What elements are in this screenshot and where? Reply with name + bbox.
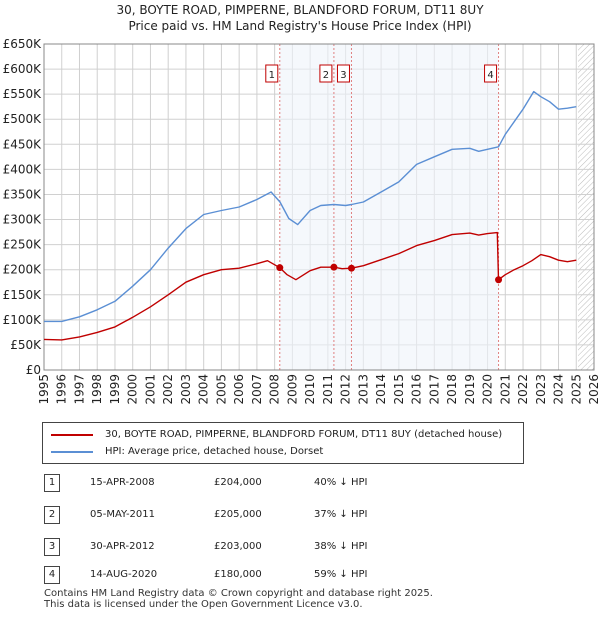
table-row: 4 14-AUG-2020 £180,000 59% ↓ HPI bbox=[44, 566, 444, 584]
y-tick-label: £600K bbox=[3, 62, 43, 76]
x-tick-label: 2014 bbox=[374, 374, 388, 405]
x-tick-label: 2005 bbox=[214, 374, 228, 405]
x-tick-label: 2007 bbox=[250, 374, 264, 405]
sale-hpi-diff: 37% ↓ HPI bbox=[314, 509, 368, 520]
sale-point bbox=[495, 276, 503, 284]
sale-marker-label: 3 bbox=[340, 70, 346, 81]
table-row: 1 15-APR-2008 £204,000 40% ↓ HPI bbox=[44, 474, 444, 492]
x-tick-label: 2017 bbox=[427, 374, 441, 405]
footer-copyright: Contains HM Land Registry data © Crown c… bbox=[44, 588, 433, 599]
x-tick-label: 2012 bbox=[339, 374, 353, 405]
sale-marker-label: 4 bbox=[487, 70, 493, 81]
sale-marker-box bbox=[265, 64, 279, 83]
sale-price: £205,000 bbox=[214, 509, 262, 520]
price-paid-line bbox=[43, 231, 577, 341]
x-tick-label: 2003 bbox=[179, 374, 193, 405]
x-tick-label: 2021 bbox=[498, 374, 512, 405]
footer: Contains HM Land Registry data © Crown c… bbox=[44, 588, 433, 610]
sale-date: 05-MAY-2011 bbox=[90, 509, 156, 520]
sale-number-badge: 1 bbox=[44, 474, 60, 492]
y-tick-label: £400K bbox=[3, 162, 43, 176]
x-tick-label: 1996 bbox=[55, 374, 69, 405]
legend: 30, BOYTE ROAD, PIMPERNE, BLANDFORD FORU… bbox=[42, 422, 524, 464]
y-tick-label: £650K bbox=[3, 37, 43, 51]
y-tick-label: £0 bbox=[26, 363, 41, 377]
sale-number-badge: 2 bbox=[44, 506, 60, 524]
sale-hpi-diff: 40% ↓ HPI bbox=[314, 477, 368, 488]
x-tick-label: 2026 bbox=[587, 374, 600, 405]
x-tick-label: 2008 bbox=[268, 374, 282, 405]
x-tick-label: 2016 bbox=[410, 374, 424, 405]
sale-number-badge: 3 bbox=[44, 538, 60, 556]
x-tick-label: 2013 bbox=[356, 374, 370, 405]
y-tick-label: £250K bbox=[3, 238, 43, 252]
footer-licence: This data is licensed under the Open Gov… bbox=[44, 599, 363, 610]
x-tick-label: 2019 bbox=[463, 374, 477, 405]
sale-marker-label: 1 bbox=[269, 70, 275, 81]
sale-hpi-diff: 38% ↓ HPI bbox=[314, 541, 368, 552]
y-tick-label: £500K bbox=[3, 112, 43, 126]
legend-swatch-price bbox=[51, 434, 93, 436]
x-tick-label: 2015 bbox=[392, 374, 406, 405]
x-tick-label: 2001 bbox=[143, 374, 157, 405]
ownership-band bbox=[279, 44, 499, 370]
sale-point bbox=[330, 263, 338, 271]
y-tick-label: £50K bbox=[10, 338, 42, 352]
sale-price: £180,000 bbox=[214, 569, 262, 580]
x-tick-label: 2025 bbox=[569, 374, 583, 405]
table-row: 2 05-MAY-2011 £205,000 37% ↓ HPI bbox=[44, 506, 444, 524]
plot-frame bbox=[43, 43, 595, 371]
x-tick-label: 2022 bbox=[516, 374, 530, 405]
sale-price: £203,000 bbox=[214, 541, 262, 552]
sale-point bbox=[276, 264, 284, 272]
y-tick-label: £100K bbox=[3, 313, 43, 327]
x-tick-label: 2002 bbox=[161, 374, 175, 405]
chart-title: 30, BOYTE ROAD, PIMPERNE, BLANDFORD FORU… bbox=[116, 3, 484, 17]
y-tick-label: £300K bbox=[3, 213, 43, 227]
x-tick-label: 2010 bbox=[303, 374, 317, 405]
x-tick-label: 2020 bbox=[481, 374, 495, 405]
price-chart: £0 £50K £100K £150K £200K £250K £300K £350K £400… bbox=[3, 37, 600, 405]
y-tick-label: £450K bbox=[3, 137, 43, 151]
y-tick-label: £150K bbox=[3, 288, 43, 302]
y-tick-label: £550K bbox=[3, 87, 43, 101]
legend-label-hpi: HPI: Average price, detached house, Dors… bbox=[105, 446, 324, 457]
table-row: 3 30-APR-2012 £203,000 38% ↓ HPI bbox=[44, 538, 444, 556]
x-tick-label: 2009 bbox=[285, 374, 299, 405]
sale-marker-box bbox=[484, 64, 498, 83]
x-tick-label: 1997 bbox=[72, 374, 86, 405]
sale-number-badge: 4 bbox=[44, 566, 60, 584]
x-tick-label: 2011 bbox=[321, 374, 335, 405]
x-tick-label: 1995 bbox=[37, 374, 51, 405]
legend-label-price: 30, BOYTE ROAD, PIMPERNE, BLANDFORD FORU… bbox=[105, 429, 503, 440]
x-tick-label: 2023 bbox=[534, 374, 548, 405]
sale-point bbox=[347, 264, 355, 272]
x-tick-label: 2024 bbox=[552, 374, 566, 405]
y-tick-label: £350K bbox=[3, 187, 43, 201]
x-tick-label: 1999 bbox=[108, 374, 122, 405]
forecast-hatch bbox=[578, 44, 594, 370]
sale-marker-box bbox=[336, 64, 350, 83]
sale-date: 14-AUG-2020 bbox=[90, 569, 158, 580]
x-tick-label: 2006 bbox=[232, 374, 246, 405]
hpi-line bbox=[44, 90, 577, 323]
sale-marker-label: 2 bbox=[323, 70, 329, 81]
sale-price: £204,000 bbox=[214, 477, 262, 488]
sale-date: 30-APR-2012 bbox=[90, 541, 155, 552]
legend-swatch-hpi bbox=[51, 451, 93, 453]
y-tick-label: £200K bbox=[3, 263, 43, 277]
sale-marker-box bbox=[319, 64, 333, 83]
x-tick-label: 2018 bbox=[445, 374, 459, 405]
x-tick-label: 1998 bbox=[90, 374, 104, 405]
x-tick-label: 2004 bbox=[197, 374, 211, 405]
sale-hpi-diff: 59% ↓ HPI bbox=[314, 569, 368, 580]
chart-subtitle: Price paid vs. HM Land Registry's House … bbox=[128, 19, 472, 33]
sale-date: 15-APR-2008 bbox=[90, 477, 155, 488]
x-tick-label: 2000 bbox=[126, 374, 140, 405]
